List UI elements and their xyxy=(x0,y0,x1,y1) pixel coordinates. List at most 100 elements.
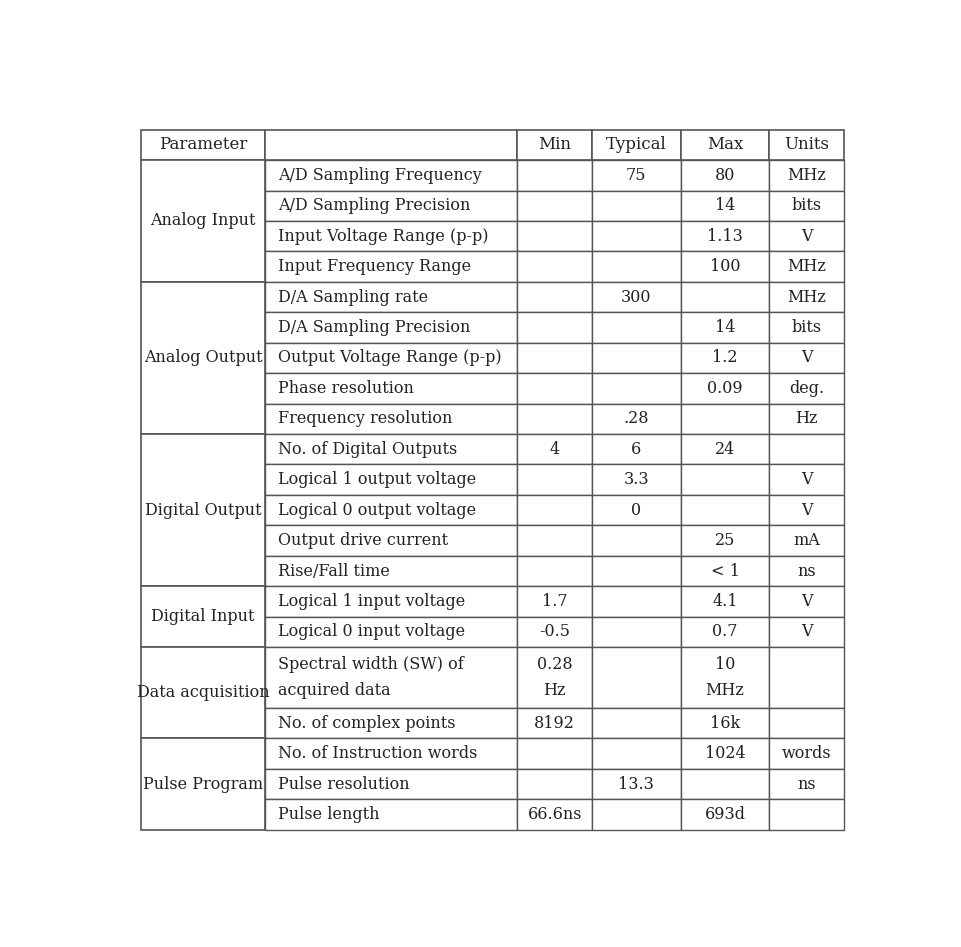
Text: 13.3: 13.3 xyxy=(618,776,654,793)
Bar xyxy=(770,526,844,556)
Text: Hz: Hz xyxy=(543,683,566,700)
Bar xyxy=(265,251,517,282)
Bar xyxy=(592,373,680,403)
Bar xyxy=(141,647,265,739)
Bar xyxy=(265,160,517,190)
Text: V: V xyxy=(801,502,812,519)
Text: 1.13: 1.13 xyxy=(707,227,743,244)
Bar xyxy=(592,313,680,343)
Bar xyxy=(770,403,844,434)
Text: Spectral width (SW) of: Spectral width (SW) of xyxy=(278,655,463,672)
Text: Data acquisition: Data acquisition xyxy=(136,685,269,701)
Bar xyxy=(680,434,770,464)
Bar xyxy=(592,282,680,313)
Bar xyxy=(265,403,517,434)
Text: V: V xyxy=(801,349,812,366)
Bar xyxy=(517,739,592,769)
Text: No. of complex points: No. of complex points xyxy=(278,715,456,732)
Text: 80: 80 xyxy=(715,167,735,184)
Bar xyxy=(680,313,770,343)
Text: 300: 300 xyxy=(621,289,652,306)
Text: Input Voltage Range (p-p): Input Voltage Range (p-p) xyxy=(278,227,488,244)
Text: 1.7: 1.7 xyxy=(542,593,567,610)
Text: Analog Input: Analog Input xyxy=(150,212,256,229)
Bar xyxy=(770,586,844,616)
Text: 100: 100 xyxy=(710,259,740,276)
Text: acquired data: acquired data xyxy=(278,683,390,700)
Bar xyxy=(517,190,592,221)
Text: < 1: < 1 xyxy=(710,563,740,580)
Text: MHz: MHz xyxy=(787,167,826,184)
Text: A/D Sampling Frequency: A/D Sampling Frequency xyxy=(278,167,481,184)
Bar xyxy=(592,616,680,647)
Bar xyxy=(265,373,517,403)
Bar xyxy=(770,616,844,647)
Text: D/A Sampling Precision: D/A Sampling Precision xyxy=(278,319,470,336)
Text: 0.09: 0.09 xyxy=(707,380,743,397)
Text: Units: Units xyxy=(784,136,829,153)
Bar xyxy=(265,708,517,739)
Bar xyxy=(680,190,770,221)
Bar xyxy=(517,313,592,343)
Bar xyxy=(592,343,680,373)
Text: No. of Instruction words: No. of Instruction words xyxy=(278,745,478,762)
Bar xyxy=(680,282,770,313)
Text: Input Frequency Range: Input Frequency Range xyxy=(278,259,471,276)
Bar xyxy=(770,556,844,586)
Bar xyxy=(592,464,680,495)
Bar xyxy=(265,343,517,373)
Text: 14: 14 xyxy=(715,197,735,214)
Text: 6: 6 xyxy=(631,440,641,457)
Text: Pulse length: Pulse length xyxy=(278,806,380,823)
Bar xyxy=(770,130,844,160)
Bar xyxy=(770,190,844,221)
Bar xyxy=(770,799,844,830)
Text: Phase resolution: Phase resolution xyxy=(278,380,414,397)
Bar xyxy=(680,616,770,647)
Bar xyxy=(141,586,265,647)
Bar xyxy=(517,251,592,282)
Text: Max: Max xyxy=(707,136,743,153)
Text: V: V xyxy=(801,472,812,489)
Bar xyxy=(517,495,592,526)
Bar xyxy=(680,708,770,739)
Text: MHz: MHz xyxy=(787,259,826,276)
Bar xyxy=(141,130,265,160)
Bar xyxy=(680,464,770,495)
Bar xyxy=(592,160,680,190)
Text: MHz: MHz xyxy=(787,289,826,306)
Text: Pulse Program: Pulse Program xyxy=(143,776,263,793)
Bar xyxy=(592,647,680,708)
Bar xyxy=(770,434,844,464)
Text: Logical 1 input voltage: Logical 1 input voltage xyxy=(278,593,465,610)
Bar xyxy=(680,556,770,586)
Bar xyxy=(141,282,265,434)
Bar xyxy=(592,221,680,251)
Bar xyxy=(265,556,517,586)
Text: Logical 0 input voltage: Logical 0 input voltage xyxy=(278,623,465,640)
Text: bits: bits xyxy=(792,319,822,336)
Bar xyxy=(680,799,770,830)
Bar xyxy=(680,586,770,616)
Bar xyxy=(517,373,592,403)
Bar xyxy=(517,464,592,495)
Text: deg.: deg. xyxy=(789,380,825,397)
Bar xyxy=(517,160,592,190)
Bar xyxy=(265,190,517,221)
Text: -0.5: -0.5 xyxy=(539,623,570,640)
Bar xyxy=(770,495,844,526)
Text: 24: 24 xyxy=(715,440,735,457)
Bar xyxy=(680,160,770,190)
Bar xyxy=(517,799,592,830)
Bar xyxy=(517,556,592,586)
Bar xyxy=(680,221,770,251)
Text: V: V xyxy=(801,227,812,244)
Bar xyxy=(680,647,770,708)
Bar xyxy=(680,526,770,556)
Bar xyxy=(592,769,680,799)
Text: Typical: Typical xyxy=(606,136,667,153)
Bar xyxy=(592,739,680,769)
Bar xyxy=(680,739,770,769)
Bar xyxy=(770,343,844,373)
Bar xyxy=(770,769,844,799)
